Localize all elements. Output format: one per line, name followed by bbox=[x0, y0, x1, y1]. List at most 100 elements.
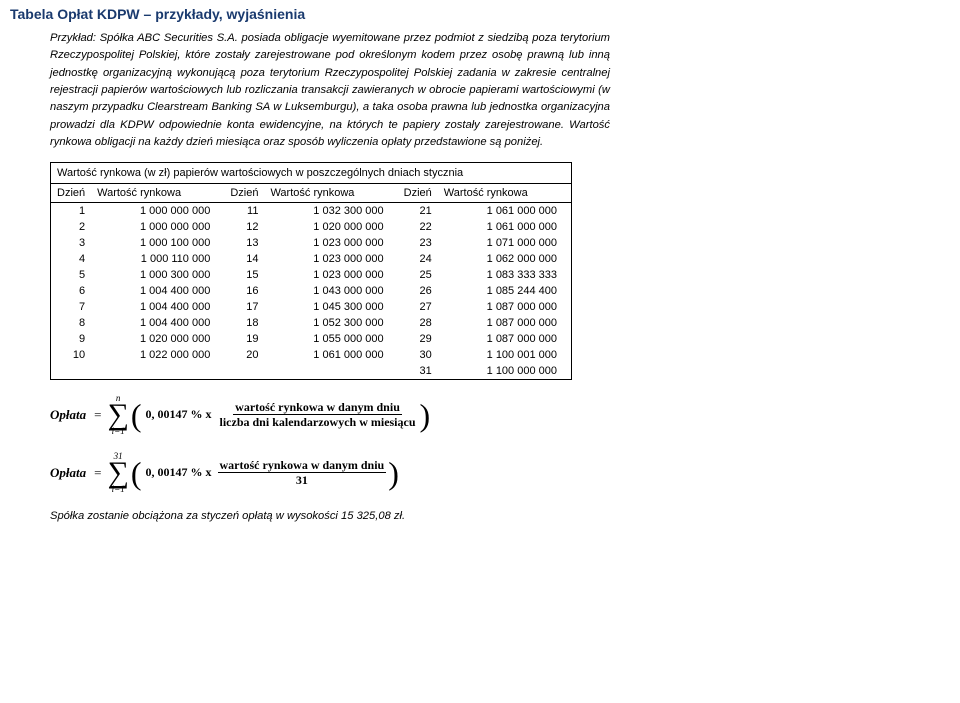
table-row: 311 100 000 000 bbox=[51, 363, 571, 379]
cell-day: 25 bbox=[398, 267, 438, 283]
sigma-lower: i=1 bbox=[112, 427, 125, 436]
cell-day: 28 bbox=[398, 315, 438, 331]
cell-value: 1 032 300 000 bbox=[264, 202, 397, 219]
cell-value: 1 100 000 000 bbox=[438, 363, 571, 379]
cell-day: 22 bbox=[398, 219, 438, 235]
cell-day: 18 bbox=[224, 315, 264, 331]
cell-day: 8 bbox=[51, 315, 91, 331]
cell-value: 1 085 244 400 bbox=[438, 283, 571, 299]
formulas-block: Opłata = n ∑ i=1 ( 0, 00147 % x wartość … bbox=[50, 394, 950, 494]
cell-day: 6 bbox=[51, 283, 91, 299]
table-row: 91 020 000 000191 055 000 000291 087 000… bbox=[51, 331, 571, 347]
cell-day: 1 bbox=[51, 202, 91, 219]
cell-value: 1 023 000 000 bbox=[264, 235, 397, 251]
cell-value: 1 000 000 000 bbox=[91, 219, 224, 235]
formula-1: Opłata = n ∑ i=1 ( 0, 00147 % x wartość … bbox=[50, 394, 950, 436]
cell-value: 1 052 300 000 bbox=[264, 315, 397, 331]
table-row: 81 004 400 000181 052 300 000281 087 000… bbox=[51, 315, 571, 331]
cell-value: 1 023 000 000 bbox=[264, 267, 397, 283]
left-paren-icon: ( bbox=[131, 404, 142, 426]
cell-day: 15 bbox=[224, 267, 264, 283]
fraction-denominator: liczba dni kalendarzowych w miesiącu bbox=[218, 415, 418, 429]
cell-value: 1 083 333 333 bbox=[438, 267, 571, 283]
cell-value bbox=[264, 363, 397, 379]
table-row: 61 004 400 000161 043 000 000261 085 244… bbox=[51, 283, 571, 299]
cell-value: 1 000 000 000 bbox=[91, 202, 224, 219]
cell-value: 1 004 400 000 bbox=[91, 315, 224, 331]
cell-value: 1 004 400 000 bbox=[91, 283, 224, 299]
market-value-table-wrap: Wartość rynkowa (w zł) papierów wartości… bbox=[50, 162, 572, 380]
table-row: 71 004 400 000171 045 300 000271 087 000… bbox=[51, 299, 571, 315]
cell-day: 12 bbox=[224, 219, 264, 235]
cell-day bbox=[224, 363, 264, 379]
table-row: 51 000 300 000151 023 000 000251 083 333… bbox=[51, 267, 571, 283]
cell-value: 1 045 300 000 bbox=[264, 299, 397, 315]
fraction-numerator: wartość rynkowa w danym dniu bbox=[218, 458, 387, 473]
fraction-2: wartość rynkowa w danym dniu 31 bbox=[218, 458, 387, 488]
fraction-numerator: wartość rynkowa w danym dniu bbox=[233, 400, 402, 415]
cell-day: 31 bbox=[398, 363, 438, 379]
cell-day: 9 bbox=[51, 331, 91, 347]
cell-day: 2 bbox=[51, 219, 91, 235]
formula-label: Opłata bbox=[50, 465, 86, 481]
cell-day: 11 bbox=[224, 202, 264, 219]
cell-value: 1 043 000 000 bbox=[264, 283, 397, 299]
sigma-icon: 31 ∑ i=1 bbox=[107, 452, 128, 494]
fraction-denominator: 31 bbox=[294, 473, 310, 487]
page-title: Tabela Opłat KDPW – przykłady, wyjaśnien… bbox=[0, 0, 960, 26]
rate-text: 0, 00147 % x bbox=[146, 407, 212, 422]
cell-value: 1 020 000 000 bbox=[91, 331, 224, 347]
cell-value: 1 000 110 000 bbox=[91, 251, 224, 267]
cell-day: 17 bbox=[224, 299, 264, 315]
cell-day bbox=[51, 363, 91, 379]
formula-2: Opłata = 31 ∑ i=1 ( 0, 00147 % x wartość… bbox=[50, 452, 950, 494]
equals-sign: = bbox=[94, 407, 101, 423]
table-row: 31 000 100 000131 023 000 000231 071 000… bbox=[51, 235, 571, 251]
cell-day: 7 bbox=[51, 299, 91, 315]
cell-day: 4 bbox=[51, 251, 91, 267]
cell-value: 1 061 000 000 bbox=[438, 202, 571, 219]
footer-line: Spółka zostanie obciążona za styczeń opł… bbox=[50, 510, 950, 522]
left-paren-icon: ( bbox=[131, 462, 142, 484]
cell-value: 1 061 000 000 bbox=[438, 219, 571, 235]
fraction-1: wartość rynkowa w danym dniu liczba dni … bbox=[218, 400, 418, 430]
cell-value: 1 071 000 000 bbox=[438, 235, 571, 251]
col-day: Dzień bbox=[398, 184, 438, 203]
cell-value: 1 087 000 000 bbox=[438, 331, 571, 347]
cell-day: 14 bbox=[224, 251, 264, 267]
cell-day: 29 bbox=[398, 331, 438, 347]
table-row: 41 000 110 000141 023 000 000241 062 000… bbox=[51, 251, 571, 267]
intro-paragraph: Przykład: Spółka ABC Securities S.A. pos… bbox=[50, 30, 610, 152]
cell-value: 1 062 000 000 bbox=[438, 251, 571, 267]
col-val: Wartość rynkowa bbox=[91, 184, 224, 203]
cell-day: 20 bbox=[224, 347, 264, 363]
cell-value bbox=[91, 363, 224, 379]
cell-value: 1 100 001 000 bbox=[438, 347, 571, 363]
cell-day: 24 bbox=[398, 251, 438, 267]
sigma-lower: i=1 bbox=[112, 485, 125, 494]
cell-value: 1 022 000 000 bbox=[91, 347, 224, 363]
cell-day: 10 bbox=[51, 347, 91, 363]
market-value-table: Dzień Wartość rynkowa Dzień Wartość rynk… bbox=[51, 184, 571, 379]
cell-day: 21 bbox=[398, 202, 438, 219]
cell-value: 1 055 000 000 bbox=[264, 331, 397, 347]
col-day: Dzień bbox=[51, 184, 91, 203]
cell-value: 1 020 000 000 bbox=[264, 219, 397, 235]
cell-value: 1 061 000 000 bbox=[264, 347, 397, 363]
cell-day: 23 bbox=[398, 235, 438, 251]
cell-day: 16 bbox=[224, 283, 264, 299]
col-day: Dzień bbox=[224, 184, 264, 203]
table-row: 11 000 000 000111 032 300 000211 061 000… bbox=[51, 202, 571, 219]
col-val: Wartość rynkowa bbox=[438, 184, 571, 203]
col-val: Wartość rynkowa bbox=[264, 184, 397, 203]
cell-value: 1 087 000 000 bbox=[438, 299, 571, 315]
rate-text: 0, 00147 % x bbox=[146, 465, 212, 480]
cell-value: 1 000 100 000 bbox=[91, 235, 224, 251]
cell-day: 13 bbox=[224, 235, 264, 251]
content-area: Przykład: Spółka ABC Securities S.A. pos… bbox=[0, 26, 960, 522]
cell-day: 5 bbox=[51, 267, 91, 283]
table-row: 101 022 000 000201 061 000 000301 100 00… bbox=[51, 347, 571, 363]
table-row: 21 000 000 000121 020 000 000221 061 000… bbox=[51, 219, 571, 235]
table-header-row: Dzień Wartość rynkowa Dzień Wartość rynk… bbox=[51, 184, 571, 203]
cell-day: 3 bbox=[51, 235, 91, 251]
